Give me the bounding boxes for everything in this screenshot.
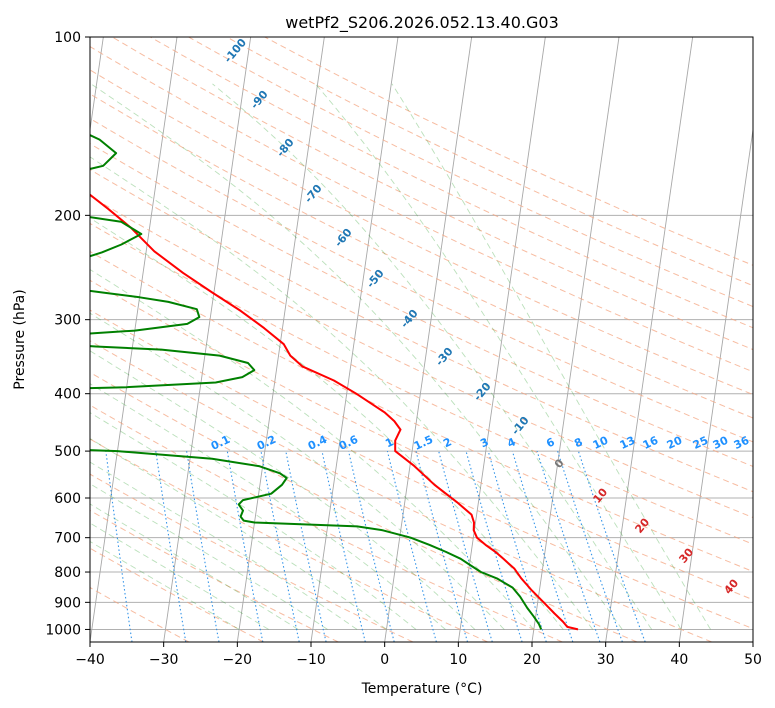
- reference-lines: [90, 37, 753, 642]
- moist-adiabat-line: [90, 540, 240, 630]
- plot-frame: [89, 36, 754, 643]
- mixing-ratio-label: 20: [665, 434, 685, 452]
- dry-adiabat-line: [90, 143, 753, 468]
- dry-adiabat-line: [90, 168, 753, 493]
- x-tick-label: 40: [670, 652, 688, 668]
- dry-adiabat-line: [90, 195, 753, 519]
- y-axis-ticks: 100 200 300 400 500 600 700 800 900 1000: [45, 30, 90, 638]
- isotherm-line: [163, 37, 252, 642]
- dry-adiabat-line: [150, 37, 753, 329]
- mixing-ratio-line: [557, 450, 623, 642]
- moist-adiabat-line: [315, 83, 682, 630]
- isotherm-line: [457, 37, 546, 642]
- dewpoint-profile-line: [90, 134, 543, 630]
- isotherm-line: [605, 37, 694, 642]
- x-tick-label: 30: [597, 652, 615, 668]
- mixing-ratio-label: 30: [711, 434, 731, 452]
- y-tick-label: 200: [54, 208, 81, 224]
- mixing-ratio-line: [105, 451, 133, 642]
- x-tick-label: −20: [223, 652, 253, 668]
- y-tick-label: 400: [54, 387, 81, 403]
- isotherm-line: [384, 37, 473, 642]
- mixing-ratio-line: [348, 450, 395, 642]
- isotherm-line: [236, 37, 325, 642]
- y-tick-label: 100: [54, 30, 81, 46]
- dry-adiabat-line: [90, 93, 753, 419]
- mixing-ratio-line: [577, 450, 646, 642]
- y-tick-label: 1000: [45, 622, 81, 638]
- mixing-ratio-label: 10: [591, 434, 611, 452]
- mixing-ratio-label: 13: [618, 434, 637, 452]
- moist-adiabat-line: [90, 483, 328, 630]
- mixing-ratio-line: [511, 450, 574, 642]
- dry-adiabat-line: [90, 69, 753, 396]
- isotherm-line: [531, 37, 620, 642]
- dry-adiabat-line: [90, 117, 753, 443]
- x-tick-label: −10: [296, 652, 326, 668]
- x-tick-label: 50: [744, 652, 762, 668]
- mixing-ratio-label: 16: [641, 434, 661, 452]
- mixing-ratio-line: [415, 450, 469, 642]
- mixing-ratio-label: 36: [732, 434, 752, 452]
- isotherm-line: [678, 126, 753, 642]
- mixing-ratio-line: [438, 450, 493, 642]
- x-tick-label: −30: [149, 652, 179, 668]
- x-axis-ticks: −40 −30 −20 −10 0 10 20 30 40 50: [75, 642, 762, 668]
- mixing-ratio-line: [465, 450, 523, 642]
- x-axis-title: Temperature (°C): [361, 681, 483, 697]
- mixing-ratio-line: [226, 451, 264, 642]
- moist-adiabat-line: [90, 522, 269, 630]
- chart-title: wetPf2_S206.2026.052.13.40.G03: [285, 13, 559, 33]
- dry-adiabat-line: [226, 37, 753, 287]
- mixing-ratio-line: [487, 450, 547, 642]
- mixing-ratio-line: [321, 450, 366, 642]
- moist-adiabat-line: [90, 383, 446, 630]
- reference-line-labels: -100-90-80-70-60-50-40-30-20-10010203040…: [209, 37, 752, 597]
- y-tick-label: 500: [54, 444, 81, 460]
- moist-adiabat-line: [90, 268, 535, 630]
- x-tick-label: 10: [449, 652, 467, 668]
- dry-adiabat-line: [90, 279, 753, 601]
- mixing-ratio-line: [186, 451, 220, 642]
- mixing-ratio-line: [155, 451, 187, 642]
- mixing-ratio-label: 25: [691, 434, 710, 452]
- dry-adiabat-line: [188, 37, 753, 308]
- profile-series: [90, 134, 579, 631]
- mixing-ratio-line: [386, 450, 437, 642]
- y-tick-label: 900: [54, 595, 81, 611]
- isotherm-line: [90, 37, 178, 642]
- y-tick-label: 600: [54, 491, 81, 507]
- dry-adiabat-line: [90, 250, 753, 573]
- temperature-profile-line: [90, 193, 579, 631]
- mixing-ratio-line: [285, 450, 327, 642]
- dry-adiabat-line: [111, 37, 753, 351]
- x-tick-label: 20: [523, 652, 541, 668]
- y-tick-label: 300: [54, 313, 81, 329]
- moist-adiabat-line: [90, 83, 623, 630]
- moist-adiabat-line: [391, 83, 711, 630]
- moist-adiabat-line: [212, 83, 653, 630]
- moist-adiabat-line: [90, 461, 358, 630]
- y-tick-label: 700: [54, 531, 81, 547]
- y-axis-title: Pressure (hPa): [12, 289, 28, 389]
- y-tick-label: 800: [54, 565, 81, 581]
- x-tick-label: 0: [380, 652, 389, 668]
- dry-adiabat-line: [90, 473, 414, 642]
- dry-adiabat-line: [90, 340, 712, 642]
- moist-adiabat-line: [90, 438, 387, 630]
- x-tick-label: −40: [75, 652, 105, 668]
- moist-adiabat-line: [90, 312, 505, 630]
- dry-adiabat-line: [90, 46, 753, 373]
- mixing-ratio-line: [260, 450, 300, 642]
- dry-adiabat-line: [264, 37, 753, 266]
- mixing-ratio-line: [536, 450, 601, 642]
- moist-adiabat-line: [90, 412, 417, 630]
- dry-adiabat-line: [90, 222, 753, 545]
- dry-adiabat-line: [90, 438, 488, 642]
- dry-adiabat-line: [90, 309, 753, 630]
